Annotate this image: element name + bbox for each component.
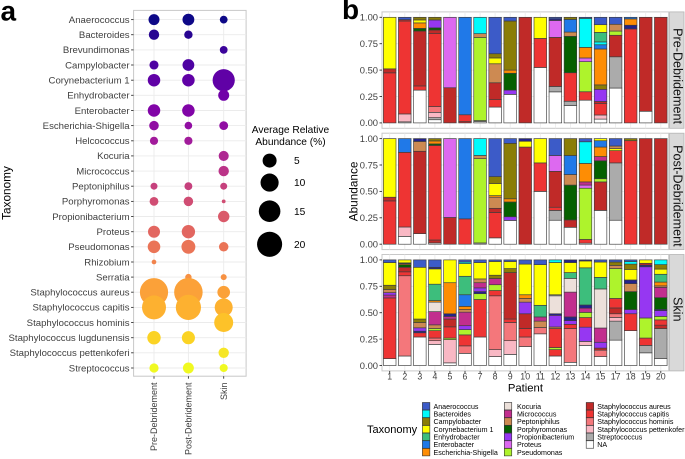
svg-text:10: 10 <box>520 372 530 382</box>
svg-text:Escherichia-Shigella: Escherichia-Shigella <box>434 449 498 457</box>
svg-text:7: 7 <box>478 372 483 382</box>
svg-text:0.75: 0.75 <box>360 281 378 292</box>
svg-text:Staphylococcus pettenkoferi: Staphylococcus pettenkoferi <box>597 426 685 434</box>
svg-text:Campylobacter: Campylobacter <box>65 60 130 71</box>
svg-text:0.00: 0.00 <box>360 360 378 371</box>
svg-text:1: 1 <box>387 372 392 382</box>
svg-text:15: 15 <box>294 207 306 218</box>
svg-text:0.50: 0.50 <box>360 64 378 75</box>
svg-text:2: 2 <box>402 372 407 382</box>
svg-text:Pseudomonas: Pseudomonas <box>68 242 130 253</box>
svg-text:Pre-Debridement: Pre-Debridement <box>671 28 685 124</box>
svg-text:Taxonomy: Taxonomy <box>0 166 14 220</box>
svg-text:Porphyromonas: Porphyromonas <box>517 426 568 434</box>
svg-text:Staphylococcus aureus: Staphylococcus aureus <box>597 403 671 411</box>
svg-text:Staphylococcus capitis: Staphylococcus capitis <box>597 411 669 419</box>
svg-text:17: 17 <box>611 372 621 382</box>
svg-text:3: 3 <box>417 372 422 382</box>
svg-text:Average Relative: Average Relative <box>252 125 330 136</box>
svg-text:9: 9 <box>508 372 513 382</box>
svg-text:Staphylococcus lugdunensis: Staphylococcus lugdunensis <box>9 333 130 344</box>
svg-text:Staphylococcus pettenkoferi: Staphylococcus pettenkoferi <box>10 348 130 359</box>
svg-text:20: 20 <box>656 372 666 382</box>
svg-text:8: 8 <box>493 372 498 382</box>
svg-text:Peptoniphilus: Peptoniphilus <box>517 418 560 426</box>
svg-text:Anaerococcus: Anaerococcus <box>69 15 130 26</box>
svg-text:Patient: Patient <box>508 382 544 394</box>
svg-text:Streptococcus: Streptococcus <box>69 363 130 374</box>
svg-text:Streptococcus: Streptococcus <box>597 434 642 442</box>
svg-text:Skin: Skin <box>219 383 229 401</box>
svg-text:Skin: Skin <box>671 297 685 322</box>
svg-text:Abundance: Abundance <box>347 161 361 221</box>
svg-text:0.50: 0.50 <box>360 307 378 318</box>
svg-text:Campylobacter: Campylobacter <box>434 418 482 426</box>
svg-text:Corynebacterium 1: Corynebacterium 1 <box>49 76 130 87</box>
svg-text:Pre-Debridement: Pre-Debridement <box>149 382 159 451</box>
svg-text:4: 4 <box>432 372 437 382</box>
svg-text:6: 6 <box>463 372 468 382</box>
svg-text:Staphylococcus aureus: Staphylococcus aureus <box>30 288 129 299</box>
svg-text:20: 20 <box>294 240 306 251</box>
svg-text:Staphylococcus capitis: Staphylococcus capitis <box>33 303 130 314</box>
svg-text:0.50: 0.50 <box>360 186 378 197</box>
svg-text:Staphylococcus hominis: Staphylococcus hominis <box>27 318 130 329</box>
svg-text:Peptoniphilus: Peptoniphilus <box>72 182 130 193</box>
svg-text:12: 12 <box>551 372 561 382</box>
svg-text:0.00: 0.00 <box>360 117 378 128</box>
svg-text:Post-Debridement: Post-Debridement <box>671 145 685 247</box>
svg-text:Escherichia-Shigella: Escherichia-Shigella <box>43 121 131 132</box>
svg-text:Porphyromonas: Porphyromonas <box>62 197 130 208</box>
svg-text:5: 5 <box>294 156 300 167</box>
svg-text:NA: NA <box>597 441 607 449</box>
svg-text:18: 18 <box>626 372 636 382</box>
svg-text:b: b <box>342 0 359 25</box>
svg-text:0.00: 0.00 <box>360 239 378 250</box>
svg-text:5: 5 <box>447 372 452 382</box>
svg-text:Proteus: Proteus <box>97 227 130 238</box>
svg-text:Kocuria: Kocuria <box>517 403 541 411</box>
svg-text:Corynebacterium 1: Corynebacterium 1 <box>434 426 494 434</box>
svg-text:0.25: 0.25 <box>360 91 378 102</box>
svg-text:a: a <box>1 0 17 26</box>
svg-text:14: 14 <box>581 372 591 382</box>
svg-text:15: 15 <box>596 372 606 382</box>
svg-text:Taxonomy: Taxonomy <box>367 424 418 436</box>
svg-text:Anaerococcus: Anaerococcus <box>434 403 479 411</box>
svg-text:Propionibacterium: Propionibacterium <box>517 434 574 442</box>
svg-text:Enhydrobacter: Enhydrobacter <box>434 434 481 442</box>
svg-text:Helcococcus: Helcococcus <box>75 136 130 147</box>
svg-text:Propionibacterium: Propionibacterium <box>52 212 129 223</box>
svg-text:0.25: 0.25 <box>360 212 378 223</box>
svg-text:Proteus: Proteus <box>517 441 542 449</box>
svg-text:Bacteroides: Bacteroides <box>79 30 130 41</box>
svg-text:19: 19 <box>641 372 651 382</box>
svg-text:Bacteroides: Bacteroides <box>434 411 472 419</box>
svg-text:11: 11 <box>536 372 545 382</box>
svg-text:Staphylococcus hominis: Staphylococcus hominis <box>597 418 674 426</box>
svg-text:Pseudomonas: Pseudomonas <box>517 449 563 457</box>
svg-text:10: 10 <box>294 178 306 189</box>
svg-text:0.75: 0.75 <box>360 159 378 170</box>
svg-text:0.25: 0.25 <box>360 333 378 344</box>
svg-text:Brevundimonas: Brevundimonas <box>63 45 130 56</box>
svg-text:1.00: 1.00 <box>360 254 378 265</box>
svg-text:Kocuria: Kocuria <box>97 151 130 162</box>
svg-text:Enterobacter: Enterobacter <box>75 106 131 117</box>
svg-text:Serratia: Serratia <box>96 272 130 283</box>
svg-text:13: 13 <box>566 372 576 382</box>
svg-text:Micrococcus: Micrococcus <box>76 166 130 177</box>
svg-text:1.00: 1.00 <box>360 12 378 23</box>
svg-text:Micrococcus: Micrococcus <box>517 411 557 419</box>
svg-text:Rhizobium: Rhizobium <box>84 257 129 268</box>
svg-text:Enterobacter: Enterobacter <box>434 441 475 449</box>
svg-text:Enhydrobacter: Enhydrobacter <box>67 91 130 102</box>
svg-text:0.75: 0.75 <box>360 38 378 49</box>
svg-text:Abundance (%): Abundance (%) <box>255 137 325 148</box>
svg-text:1.00: 1.00 <box>360 133 378 144</box>
svg-text:Post-Debridement: Post-Debridement <box>184 382 194 455</box>
